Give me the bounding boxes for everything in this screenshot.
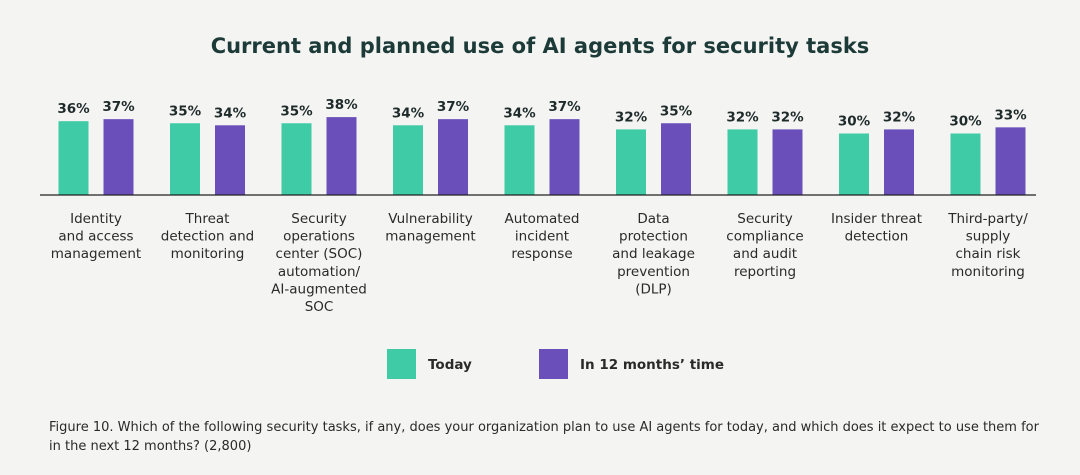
value-label: 37% xyxy=(437,99,470,115)
x-tick-label-line: automation/ xyxy=(278,264,361,280)
value-label: 32% xyxy=(726,109,759,125)
x-tick-label-line: and leakage xyxy=(612,246,695,262)
x-tick-label-line: reporting xyxy=(734,264,796,280)
bar xyxy=(661,123,691,195)
x-tick-label-line: center (SOC) xyxy=(276,246,363,262)
x-tick-label-line: chain risk xyxy=(955,246,1020,262)
value-label: 30% xyxy=(949,114,982,130)
x-tick-label-line: Insider threat xyxy=(831,211,922,227)
x-tick-label-line: response xyxy=(511,246,572,262)
chart-title: Current and planned use of AI agents for… xyxy=(211,34,870,58)
bar xyxy=(281,123,312,195)
bar xyxy=(727,129,758,195)
x-tick-label: Security compliance and audit reporting xyxy=(726,211,803,280)
x-tick-label-line: prevention xyxy=(617,264,690,280)
x-tick-label-line: Threat xyxy=(185,211,230,227)
x-tick-label-line: SOC xyxy=(305,299,334,315)
x-tick-label-line: Third-party/ xyxy=(947,211,1028,227)
x-tick-label-line: Automated xyxy=(505,211,580,227)
legend-swatch xyxy=(387,349,416,379)
x-tick-label-line: Security xyxy=(737,211,792,227)
value-label: 35% xyxy=(280,103,313,119)
value-label: 34% xyxy=(503,105,536,121)
x-tick-label-line: monitoring xyxy=(951,264,1025,280)
x-tick-label-line: incident xyxy=(515,229,569,245)
bar xyxy=(839,133,869,195)
legend-swatch xyxy=(539,349,568,379)
bar xyxy=(884,129,914,195)
bar xyxy=(950,133,981,195)
value-label: 32% xyxy=(771,109,804,125)
x-tick-label-line: compliance xyxy=(726,229,803,245)
x-tick-label-line: Security xyxy=(291,211,346,227)
x-tick-label: Data protection and leakage prevention (DLP) xyxy=(612,211,695,297)
x-tick-label-line: supply xyxy=(966,229,1010,245)
bar xyxy=(58,121,89,195)
bar xyxy=(215,125,245,195)
value-label: 37% xyxy=(548,99,581,115)
x-tick-label-line: Identity xyxy=(70,211,122,227)
x-tick-label-line: Data xyxy=(637,211,669,227)
x-tick-label: Threat detection and monitoring xyxy=(161,211,254,262)
value-label: 34% xyxy=(214,105,247,121)
value-label: 32% xyxy=(883,109,916,125)
bar xyxy=(170,123,200,195)
x-tick-label-line: AI-augmented xyxy=(271,281,367,297)
x-tick-label-line: Vulnerability xyxy=(388,211,472,227)
value-label: 36% xyxy=(57,101,90,117)
x-tick-label: Security operations center (SOC) automation… xyxy=(271,211,367,315)
caption: Figure 10. Which of the following securi… xyxy=(49,420,1039,454)
bar xyxy=(549,119,580,195)
x-tick-label-line: detection and xyxy=(161,229,254,245)
x-tick-label: Automated incident response xyxy=(505,211,580,262)
x-tick-label-line: and audit xyxy=(733,246,797,262)
value-label: 37% xyxy=(102,99,135,115)
value-label: 32% xyxy=(615,109,648,125)
x-tick-label: Identity and access management xyxy=(51,211,141,262)
legend-label: In 12 months’ time xyxy=(580,357,724,373)
value-label: 33% xyxy=(994,107,1027,123)
x-tick-label: Vulnerability management xyxy=(385,211,475,245)
value-label: 34% xyxy=(392,105,425,121)
x-tick-label: Insider threat detection xyxy=(831,211,922,245)
x-tick-label-line: management xyxy=(385,229,475,245)
bar xyxy=(103,119,134,195)
x-tick-label-line: operations xyxy=(283,229,355,245)
legend-label: Today xyxy=(428,357,472,373)
bar xyxy=(504,125,535,195)
value-label: 38% xyxy=(325,97,358,113)
x-tick-label-line: detection xyxy=(845,229,909,245)
bar xyxy=(772,129,803,195)
bar xyxy=(326,117,357,195)
bar xyxy=(393,125,423,195)
x-tick-label-line: protection xyxy=(619,229,688,245)
x-tick-label-line: (DLP) xyxy=(635,281,672,297)
x-tick-label-line: and access xyxy=(58,229,133,245)
bar xyxy=(616,129,646,195)
x-tick-label-line: monitoring xyxy=(171,246,245,262)
bar xyxy=(438,119,468,195)
x-tick-label-line: management xyxy=(51,246,141,262)
x-tick-label: Third-party/supply chain risk monitoring xyxy=(947,211,1028,280)
bar xyxy=(995,127,1026,195)
value-label: 30% xyxy=(838,114,871,130)
value-label: 35% xyxy=(169,103,202,119)
value-label: 35% xyxy=(660,103,693,119)
